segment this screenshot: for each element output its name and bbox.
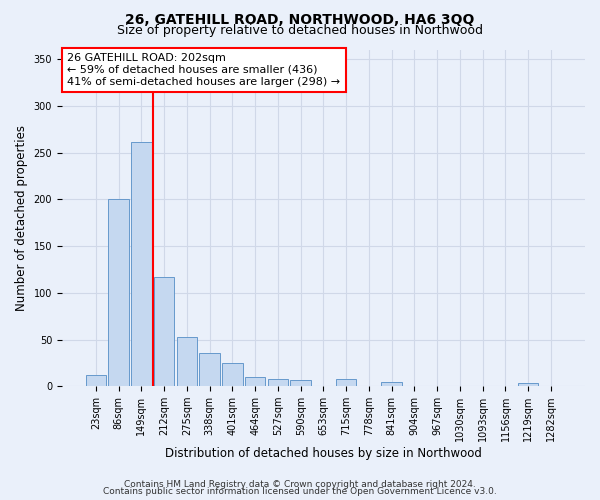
- Bar: [154, 277, 175, 386]
- Bar: [336, 379, 356, 386]
- Bar: [518, 384, 538, 386]
- Bar: [86, 375, 106, 386]
- Bar: [199, 352, 220, 386]
- Bar: [222, 363, 242, 386]
- Bar: [109, 200, 129, 386]
- Bar: [131, 142, 152, 386]
- Text: Size of property relative to detached houses in Northwood: Size of property relative to detached ho…: [117, 24, 483, 37]
- Text: 26, GATEHILL ROAD, NORTHWOOD, HA6 3QQ: 26, GATEHILL ROAD, NORTHWOOD, HA6 3QQ: [125, 12, 475, 26]
- Text: Contains HM Land Registry data © Crown copyright and database right 2024.: Contains HM Land Registry data © Crown c…: [124, 480, 476, 489]
- Bar: [382, 382, 402, 386]
- Text: 26 GATEHILL ROAD: 202sqm
← 59% of detached houses are smaller (436)
41% of semi-: 26 GATEHILL ROAD: 202sqm ← 59% of detach…: [67, 54, 340, 86]
- Bar: [245, 377, 265, 386]
- Bar: [290, 380, 311, 386]
- Text: Contains public sector information licensed under the Open Government Licence v3: Contains public sector information licen…: [103, 488, 497, 496]
- Bar: [176, 336, 197, 386]
- X-axis label: Distribution of detached houses by size in Northwood: Distribution of detached houses by size …: [165, 447, 482, 460]
- Bar: [268, 379, 288, 386]
- Y-axis label: Number of detached properties: Number of detached properties: [15, 125, 28, 311]
